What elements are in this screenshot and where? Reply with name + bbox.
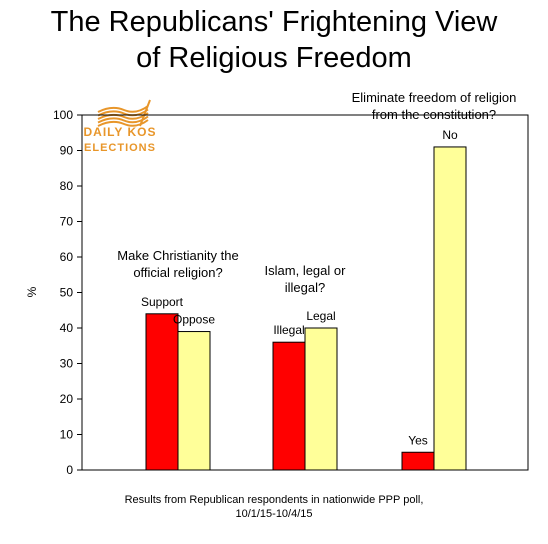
y-tick-label: 0: [66, 463, 73, 477]
bar-label: Illegal: [273, 323, 304, 337]
flag-stripe: [97, 115, 149, 124]
y-tick-label: 60: [60, 250, 74, 264]
logo-text-line-1: DAILY KOS: [83, 125, 156, 139]
y-tick-label: 100: [53, 108, 73, 122]
y-tick-label: 30: [60, 357, 74, 371]
group-question-line: Eliminate freedom of religion: [352, 90, 517, 105]
group-question-line: official religion?: [133, 265, 222, 280]
chart-bars: [145, 146, 467, 471]
y-tick-label: 10: [60, 428, 74, 442]
y-tick-label: 80: [60, 179, 74, 193]
flag-stripe: [97, 119, 149, 127]
bar-label: Legal: [306, 309, 335, 323]
y-axis-title: %: [25, 286, 39, 297]
logo-text-line-2: ELECTIONS: [84, 142, 156, 154]
chart-title-line-2: of Religious Freedom: [136, 42, 412, 74]
y-tick-label: 20: [60, 392, 74, 406]
group-question-line: illegal?: [285, 280, 325, 295]
flagpole: [139, 99, 151, 127]
bar-label: Support: [141, 295, 184, 309]
footnote-line-2: 10/1/15-10/4/15: [235, 508, 313, 520]
bar-support: [145, 313, 179, 471]
chart-title: The Republicans' Frightening View of Rel…: [0, 4, 548, 76]
bar-illegal: [272, 341, 306, 471]
chart-axes: 0 10 20 30 40 50 60 70 80 90 100%: [25, 108, 529, 477]
group-question-line: Make Christianity the: [117, 248, 238, 263]
footnote: Results from Republican respondents in n…: [0, 493, 548, 521]
flag-stripe: [97, 112, 149, 120]
bar-oppose: [177, 331, 211, 471]
flag-stripe: [97, 108, 149, 117]
flag-icon: [97, 99, 151, 127]
bar-yes: [401, 451, 435, 471]
flag-stripe: [97, 105, 149, 113]
bar-no: [433, 146, 467, 471]
chart-title-line-1: The Republicans' Frightening View: [50, 6, 498, 38]
y-tick-label: 70: [60, 215, 74, 229]
footnote-line-1: Results from Republican respondents in n…: [124, 494, 424, 506]
group-question-line: from the constitution?: [372, 107, 496, 122]
y-tick-label: 50: [60, 286, 74, 300]
daily-kos-elections-logo: DAILY KOS ELECTIONS: [83, 99, 156, 154]
group-question-line: Islam, legal or: [265, 263, 347, 278]
y-tick-label: 90: [60, 144, 74, 158]
bar-label: No: [442, 128, 458, 142]
bar-legal: [304, 327, 338, 471]
bar-label: Oppose: [173, 313, 215, 327]
chart-labels: Support Oppose Make Christianity the offici…: [117, 90, 516, 447]
y-tick-label: 40: [60, 321, 74, 335]
bar-label: Yes: [408, 433, 428, 447]
